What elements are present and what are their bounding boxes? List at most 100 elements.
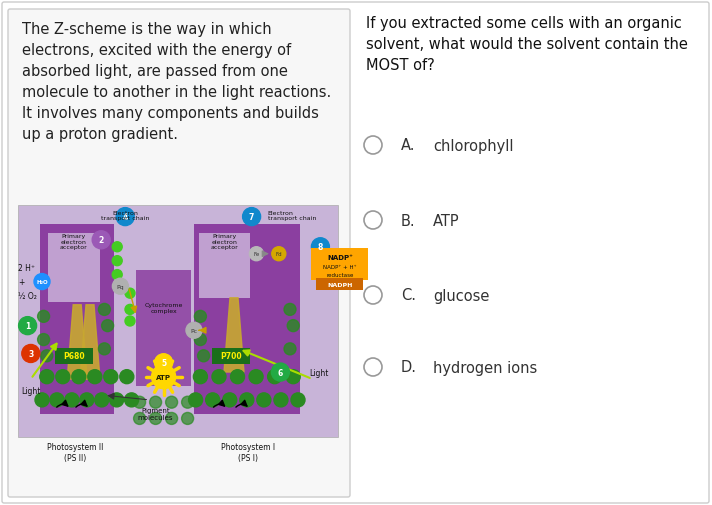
Circle shape [364, 212, 382, 230]
Circle shape [274, 393, 288, 407]
Circle shape [92, 231, 110, 249]
Circle shape [194, 311, 206, 323]
FancyBboxPatch shape [18, 206, 338, 437]
Circle shape [125, 288, 135, 298]
Text: 2 H⁺: 2 H⁺ [18, 264, 35, 273]
Text: Photosystem I
(PS I): Photosystem I (PS I) [221, 442, 276, 462]
FancyBboxPatch shape [199, 233, 250, 298]
Text: 2: 2 [98, 236, 104, 245]
Circle shape [98, 343, 110, 355]
Text: glucose: glucose [433, 288, 489, 303]
Text: Electron
transport chain: Electron transport chain [101, 210, 150, 221]
Circle shape [19, 317, 36, 335]
Text: ATP: ATP [156, 374, 171, 380]
Text: chlorophyll: chlorophyll [433, 138, 513, 153]
Circle shape [125, 305, 135, 315]
Text: ATP: ATP [433, 213, 460, 228]
Circle shape [72, 370, 86, 384]
Text: A.: A. [401, 138, 416, 153]
Circle shape [65, 393, 79, 407]
Circle shape [212, 370, 226, 384]
FancyBboxPatch shape [55, 348, 93, 364]
Circle shape [112, 242, 122, 252]
Circle shape [231, 370, 244, 384]
Circle shape [189, 393, 203, 407]
Circle shape [41, 350, 53, 362]
Text: H₂O: H₂O [36, 279, 48, 284]
Text: 7: 7 [249, 213, 254, 222]
FancyBboxPatch shape [194, 224, 300, 414]
Circle shape [22, 345, 40, 363]
Circle shape [35, 393, 49, 407]
Text: +: + [18, 278, 24, 286]
Text: Light: Light [309, 368, 328, 377]
Text: Fd: Fd [276, 251, 282, 257]
Circle shape [150, 396, 162, 409]
Text: 4: 4 [122, 213, 128, 222]
Circle shape [272, 247, 286, 261]
Circle shape [182, 396, 194, 409]
Text: NADP⁺: NADP⁺ [327, 255, 353, 261]
Circle shape [125, 316, 135, 326]
Text: Primary
electron
acceptor: Primary electron acceptor [60, 233, 88, 250]
Circle shape [271, 363, 289, 381]
Circle shape [40, 370, 54, 384]
Circle shape [155, 354, 172, 372]
Circle shape [166, 396, 177, 409]
Circle shape [38, 334, 50, 346]
Text: 8: 8 [318, 243, 323, 252]
Text: ½ O₂: ½ O₂ [18, 291, 37, 300]
Text: B.: B. [401, 213, 416, 228]
FancyBboxPatch shape [316, 279, 363, 291]
Circle shape [125, 393, 139, 407]
Circle shape [34, 274, 50, 290]
Circle shape [284, 343, 296, 355]
Circle shape [112, 256, 122, 266]
Circle shape [38, 311, 50, 323]
Text: P700: P700 [220, 351, 241, 361]
Circle shape [291, 393, 305, 407]
Text: C.: C. [401, 288, 416, 303]
Circle shape [257, 393, 271, 407]
Polygon shape [80, 305, 100, 379]
Circle shape [88, 370, 102, 384]
Circle shape [186, 323, 202, 339]
Circle shape [206, 393, 220, 407]
FancyBboxPatch shape [211, 348, 250, 364]
Circle shape [112, 270, 122, 280]
Circle shape [80, 393, 94, 407]
Circle shape [166, 413, 177, 425]
FancyBboxPatch shape [48, 233, 100, 303]
FancyBboxPatch shape [2, 3, 709, 503]
Circle shape [116, 208, 134, 226]
FancyBboxPatch shape [41, 224, 114, 414]
Circle shape [150, 413, 162, 425]
Text: Light: Light [21, 386, 41, 395]
Circle shape [98, 304, 110, 316]
Circle shape [134, 396, 145, 409]
Circle shape [50, 393, 64, 407]
Text: P680: P680 [63, 351, 85, 361]
Circle shape [194, 370, 207, 384]
Circle shape [182, 413, 194, 425]
Text: Pigment
molecules: Pigment molecules [138, 407, 173, 420]
Text: The Z-scheme is the way in which
electrons, excited with the energy of
absorbed : The Z-scheme is the way in which electro… [22, 22, 331, 142]
Circle shape [287, 320, 299, 332]
FancyBboxPatch shape [8, 10, 350, 497]
Circle shape [240, 393, 253, 407]
Circle shape [104, 370, 117, 384]
Text: If you extracted some cells with an organic
solvent, what would the solvent cont: If you extracted some cells with an orga… [366, 16, 688, 73]
Circle shape [56, 370, 70, 384]
Circle shape [110, 393, 124, 407]
Text: NADPH: NADPH [328, 282, 352, 287]
Circle shape [284, 304, 296, 316]
Circle shape [102, 320, 114, 332]
Text: Pq: Pq [117, 284, 124, 289]
Polygon shape [224, 298, 244, 372]
Text: Fe: Fe [253, 251, 260, 257]
Text: 6: 6 [278, 368, 283, 377]
Text: 3: 3 [28, 349, 33, 358]
Text: 5: 5 [161, 359, 166, 368]
Circle shape [198, 350, 209, 362]
Circle shape [95, 393, 109, 407]
